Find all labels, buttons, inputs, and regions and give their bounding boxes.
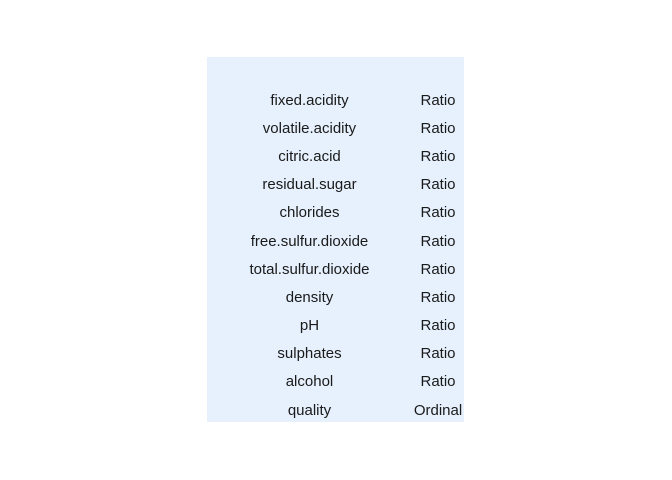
- table-row: residual.sugar Ratio: [207, 171, 464, 199]
- variable-type-cell: Ratio: [420, 317, 456, 335]
- variable-type-cell: Ratio: [420, 232, 456, 250]
- variable-table-panel: fixed.acidity Ratio volatile.acidity Rat…: [207, 57, 464, 422]
- table-row: density Ratio: [207, 283, 464, 311]
- variable-name-cell: total.sulfur.dioxide: [249, 260, 370, 278]
- variable-type-cell: Ordinal: [413, 401, 463, 419]
- variable-type-table: fixed.acidity Ratio volatile.acidity Rat…: [207, 86, 464, 424]
- variable-type-cell: Ratio: [420, 288, 456, 306]
- variable-name-cell: volatile.acidity: [262, 119, 357, 137]
- variable-name-cell: pH: [299, 317, 320, 335]
- variable-type-cell: Ratio: [420, 373, 456, 391]
- table-row: volatile.acidity Ratio: [207, 114, 464, 142]
- table-row: chlorides Ratio: [207, 199, 464, 227]
- table-row: sulphates Ratio: [207, 340, 464, 368]
- table-row: total.sulfur.dioxide Ratio: [207, 255, 464, 283]
- variable-type-cell: Ratio: [420, 204, 456, 222]
- variable-type-cell: Ratio: [420, 345, 456, 363]
- variable-name-cell: alcohol: [285, 373, 334, 391]
- variable-name-cell: residual.sugar: [262, 176, 357, 194]
- table-row: pH Ratio: [207, 312, 464, 340]
- table-row: free.sulfur.dioxide Ratio: [207, 227, 464, 255]
- variable-name-cell: free.sulfur.dioxide: [250, 232, 369, 250]
- table-row: fixed.acidity Ratio: [207, 86, 464, 114]
- variable-name-cell: sulphates: [277, 345, 342, 363]
- variable-type-cell: Ratio: [420, 119, 456, 137]
- variable-type-cell: Ratio: [420, 147, 456, 165]
- variable-name-cell: chlorides: [279, 204, 340, 222]
- table-row: alcohol Ratio: [207, 368, 464, 396]
- variable-name-cell: density: [285, 288, 334, 306]
- variable-type-cell: Ratio: [420, 91, 456, 109]
- table-row: citric.acid Ratio: [207, 142, 464, 170]
- variable-name-cell: quality: [287, 401, 332, 419]
- variable-type-cell: Ratio: [420, 260, 456, 278]
- variable-name-cell: fixed.acidity: [270, 91, 349, 109]
- variable-type-cell: Ratio: [420, 176, 456, 194]
- variable-name-cell: citric.acid: [278, 147, 341, 165]
- table-row: quality Ordinal: [207, 396, 464, 424]
